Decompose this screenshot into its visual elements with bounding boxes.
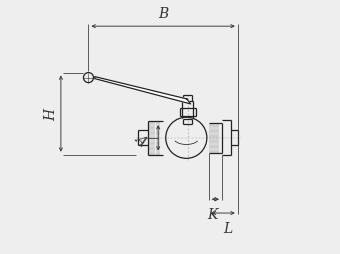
Text: B: B bbox=[158, 7, 168, 21]
Text: L: L bbox=[224, 221, 233, 235]
Text: A: A bbox=[132, 131, 149, 148]
Text: H: H bbox=[44, 108, 58, 120]
Text: K: K bbox=[208, 207, 218, 221]
Polygon shape bbox=[95, 77, 190, 104]
